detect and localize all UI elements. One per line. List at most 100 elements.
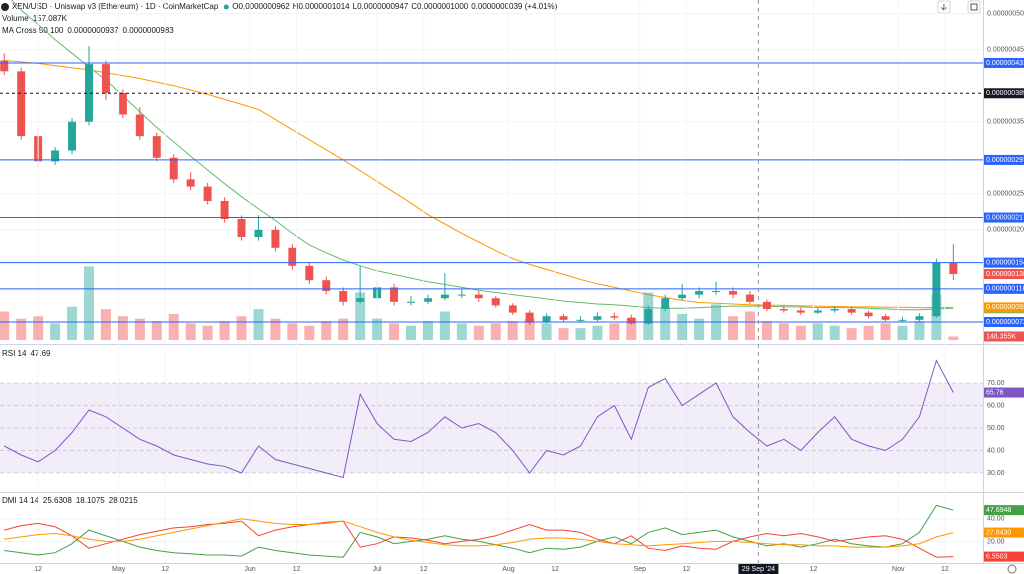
candle-body: [915, 316, 924, 320]
y-tick-label: 30.00: [987, 470, 1005, 477]
ohlc-value: 0.0000000947: [357, 2, 409, 11]
axis-tag: [984, 387, 1024, 398]
x-tick-label: 12: [683, 566, 691, 573]
y-tick-label: 0.0000002500: [987, 191, 1024, 198]
volume-bar: [83, 266, 94, 340]
candle-body: [593, 316, 602, 320]
candle-body: [762, 301, 771, 310]
volume-bar: [50, 323, 61, 340]
volume-value: 157.087K: [33, 14, 68, 23]
x-tick-label: Aug: [502, 566, 515, 573]
x-tick-label: Sep: [634, 566, 647, 573]
pane: [0, 359, 983, 479]
volume-bar: [338, 318, 349, 340]
candle-body: [68, 121, 77, 151]
dmi-line: [4, 504, 954, 558]
volume-bar: [202, 325, 213, 340]
x-tick-label: 12: [810, 566, 818, 573]
candle-body: [644, 309, 653, 324]
volume-bar: [863, 325, 874, 340]
axis-tag: [984, 527, 1024, 538]
crosshair-label: 29 Sep '24: [742, 566, 775, 573]
volume-bar: [761, 321, 772, 340]
dmi-value: 25.6308: [43, 496, 72, 505]
candle-body: [627, 317, 636, 324]
rsi-line: [3, 359, 954, 479]
x-tick-label: Nov: [892, 566, 905, 573]
volume-bar: [795, 325, 806, 340]
candle-body: [576, 319, 585, 321]
volume-bar: [575, 328, 586, 340]
ohlc-value: 0.0000001000: [417, 2, 469, 11]
candle-body: [406, 301, 415, 303]
candle-body: [745, 294, 754, 302]
candle-body: [881, 316, 890, 320]
axis-tag-label: 0.0000000720: [986, 319, 1024, 326]
moving-average: [4, 60, 954, 309]
candle-body: [423, 298, 432, 302]
dmi-line: [4, 520, 954, 558]
candle-body: [813, 310, 822, 313]
candle-body: [237, 218, 246, 237]
pane: [0, 0, 983, 325]
volume-bar: [643, 292, 654, 340]
volume-bar: [880, 323, 891, 340]
ohlc-value: 0.0000000962: [239, 2, 291, 11]
volume-bar: [728, 316, 739, 340]
maximize-icon: [970, 3, 978, 11]
candle-body: [339, 291, 348, 302]
clock-icon[interactable]: [1007, 564, 1017, 574]
x-tick-label: 12: [941, 566, 949, 573]
candle-body: [84, 64, 93, 122]
axis-tag-label: 27.8430: [986, 529, 1011, 536]
candle-body: [440, 294, 449, 299]
candle-body: [678, 294, 687, 299]
candle-body: [101, 64, 110, 93]
volume-bar: [558, 328, 569, 340]
candle-body: [898, 319, 907, 321]
axis-tag-label: 0.0000002170: [986, 214, 1024, 221]
maximize-button[interactable]: [967, 0, 981, 14]
ohlc-value: 0.0000001014: [298, 2, 350, 11]
x-tick-label: 12: [161, 566, 169, 573]
candle-body: [695, 291, 704, 295]
x-tick-label: Jul: [373, 566, 382, 573]
volume-bar: [304, 325, 315, 340]
rsi-value: 47.69: [30, 349, 51, 358]
axis-tag-label: 0.0000004316: [986, 60, 1024, 67]
ohlc-label: H: [293, 2, 299, 11]
y-tick-label: 20.00: [987, 538, 1005, 545]
axis-tag: [984, 154, 1024, 165]
axis-tag-label: 148.355K: [986, 333, 1016, 340]
candle-body: [51, 150, 60, 162]
volume-bar: [744, 311, 755, 340]
x-tick-label: 12: [293, 566, 301, 573]
volume-bar: [355, 292, 366, 340]
ohlc-label: O: [232, 2, 238, 11]
volume-bar: [626, 318, 637, 340]
candle-body: [542, 316, 551, 322]
volume-bar: [389, 323, 400, 340]
volume-bar: [507, 321, 518, 340]
y-tick-label: 0.0000005000: [987, 11, 1024, 18]
price-change: 0.0000000039 (+4.01%): [471, 2, 557, 11]
volume-bar: [287, 323, 298, 340]
volume-bar: [931, 294, 942, 340]
candle-body: [118, 92, 127, 115]
volume-bar: [151, 321, 162, 340]
y-tick-label: 70.00: [987, 380, 1005, 387]
axis-tag: [984, 88, 1024, 99]
status-dot: [223, 4, 229, 10]
volume-bar: [812, 323, 823, 340]
candle-body: [254, 229, 263, 237]
axis-tag-label: 65.76: [986, 389, 1004, 396]
candle-body: [220, 200, 229, 219]
rsi-legend: RSI 14: [2, 349, 27, 358]
ma-legend: MA Cross 50 100: [2, 26, 64, 35]
y-tick-label: 40.00: [987, 516, 1005, 523]
ma100-value: 0.0000000983: [123, 26, 175, 35]
axis-tag-label: 0.0000001386: [986, 271, 1024, 278]
y-tick-label: 0.0000004500: [987, 47, 1024, 54]
candle-body: [305, 265, 314, 281]
